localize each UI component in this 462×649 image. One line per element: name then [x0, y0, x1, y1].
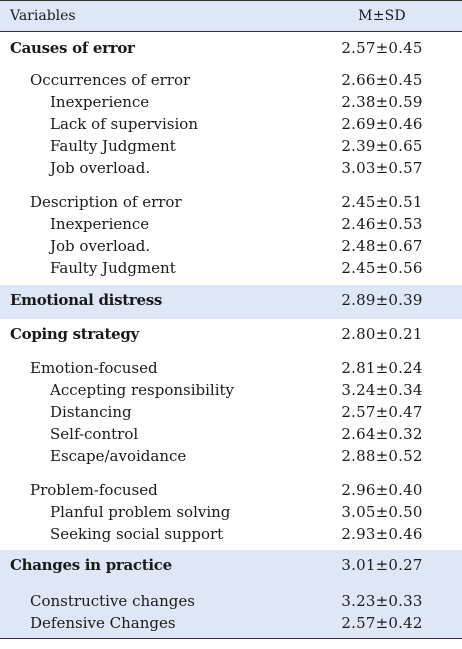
item-row-label: Seeking social support — [50, 525, 224, 543]
section-row: Emotional distress 2.89±0.39 — [0, 285, 462, 315]
item-row-value: 2.38±0.59 — [341, 93, 423, 111]
item-row-label: Lack of supervision — [50, 115, 198, 133]
group-row: Constructive changes 3.23±0.33 — [0, 590, 462, 612]
group-row-value: 2.57±0.42 — [341, 614, 423, 632]
item-row-value: 2.57±0.47 — [341, 403, 423, 421]
section-row-label: Emotional distress — [10, 291, 162, 309]
item-row: Job overload. 3.03±0.57 — [0, 157, 462, 179]
item-row-label: Faulty Judgment — [50, 137, 176, 155]
group-row-label: Occurrences of error — [30, 71, 191, 89]
group-row-label: Constructive changes — [30, 592, 195, 610]
item-row-label: Planful problem solving — [50, 503, 231, 521]
item-row-label: Distancing — [50, 403, 132, 421]
mean-sd-column-header: M±SD — [358, 8, 406, 24]
item-row-value: 2.45±0.56 — [341, 259, 423, 277]
table-header: Variables M±SD — [0, 0, 462, 32]
item-row: Seeking social support 2.93±0.46 — [0, 523, 462, 545]
item-row-value: 2.69±0.46 — [341, 115, 423, 133]
section-row: Coping strategy 2.80±0.21 — [0, 319, 462, 349]
item-row-value: 2.39±0.65 — [341, 137, 423, 155]
section-row-label: Causes of error — [10, 39, 135, 57]
item-row: Distancing 2.57±0.47 — [0, 401, 462, 423]
item-row: Faulty Judgment 2.45±0.56 — [0, 257, 462, 279]
item-row-value: 2.93±0.46 — [341, 525, 423, 543]
item-row-label: Escape/avoidance — [50, 447, 187, 465]
section-row: Changes in practice 3.01±0.27 — [0, 550, 462, 580]
group-row-label: Emotion-focused — [30, 359, 158, 377]
item-row-label: Inexperience — [50, 215, 150, 233]
item-row-value: 2.88±0.52 — [341, 447, 423, 465]
group-row: Occurrences of error 2.66±0.45 — [0, 69, 462, 91]
item-row: Faulty Judgment 2.39±0.65 — [0, 135, 462, 157]
section-row-value: 3.01±0.27 — [341, 556, 423, 574]
item-row-label: Accepting responsibility — [50, 381, 234, 399]
item-row-label: Self-control — [50, 425, 139, 443]
item-row: Inexperience 2.38±0.59 — [0, 91, 462, 113]
item-row: Job overload. 2.48±0.67 — [0, 235, 462, 257]
item-row: Escape/avoidance 2.88±0.52 — [0, 445, 462, 467]
item-row: Lack of supervision 2.69±0.46 — [0, 113, 462, 135]
group-row-label: Defensive Changes — [30, 614, 176, 632]
table-bottom-rule — [0, 638, 462, 639]
highlight-band — [0, 285, 462, 319]
group-row-label: Description of error — [30, 193, 182, 211]
group-row: Defensive Changes 2.57±0.42 — [0, 612, 462, 634]
group-row-value: 2.81±0.24 — [341, 359, 423, 377]
item-row-value: 2.46±0.53 — [341, 215, 423, 233]
group-row: Problem-focused 2.96±0.40 — [0, 479, 462, 501]
item-row: Self-control 2.64±0.32 — [0, 423, 462, 445]
item-row-label: Faulty Judgment — [50, 259, 176, 277]
item-row: Planful problem solving 3.05±0.50 — [0, 501, 462, 523]
group-row-label: Problem-focused — [30, 481, 158, 499]
highlight-band — [0, 550, 462, 638]
group-row-value: 2.45±0.51 — [341, 193, 423, 211]
group-row-value: 3.23±0.33 — [341, 592, 423, 610]
item-row-value: 3.03±0.57 — [341, 159, 423, 177]
section-row-value: 2.80±0.21 — [341, 325, 423, 343]
variables-column-header: Variables — [10, 8, 76, 24]
item-row: Inexperience 2.46±0.53 — [0, 213, 462, 235]
item-row-value: 3.05±0.50 — [341, 503, 423, 521]
item-row-value: 2.64±0.32 — [341, 425, 423, 443]
group-row-value: 2.66±0.45 — [341, 71, 423, 89]
group-row: Emotion-focused 2.81±0.24 — [0, 357, 462, 379]
item-row-label: Job overload. — [50, 159, 151, 177]
item-row-value: 3.24±0.34 — [341, 381, 423, 399]
item-row-label: Job overload. — [50, 237, 151, 255]
group-row-value: 2.96±0.40 — [341, 481, 423, 499]
item-row-value: 2.48±0.67 — [341, 237, 423, 255]
section-row-value: 2.57±0.45 — [341, 39, 423, 57]
item-row-label: Inexperience — [50, 93, 150, 111]
section-row-label: Changes in practice — [10, 556, 172, 574]
section-row: Causes of error 2.57±0.45 — [0, 33, 462, 63]
section-row-value: 2.89±0.39 — [341, 291, 423, 309]
group-row: Description of error 2.45±0.51 — [0, 191, 462, 213]
section-row-label: Coping strategy — [10, 325, 139, 343]
item-row: Accepting responsibility 3.24±0.34 — [0, 379, 462, 401]
